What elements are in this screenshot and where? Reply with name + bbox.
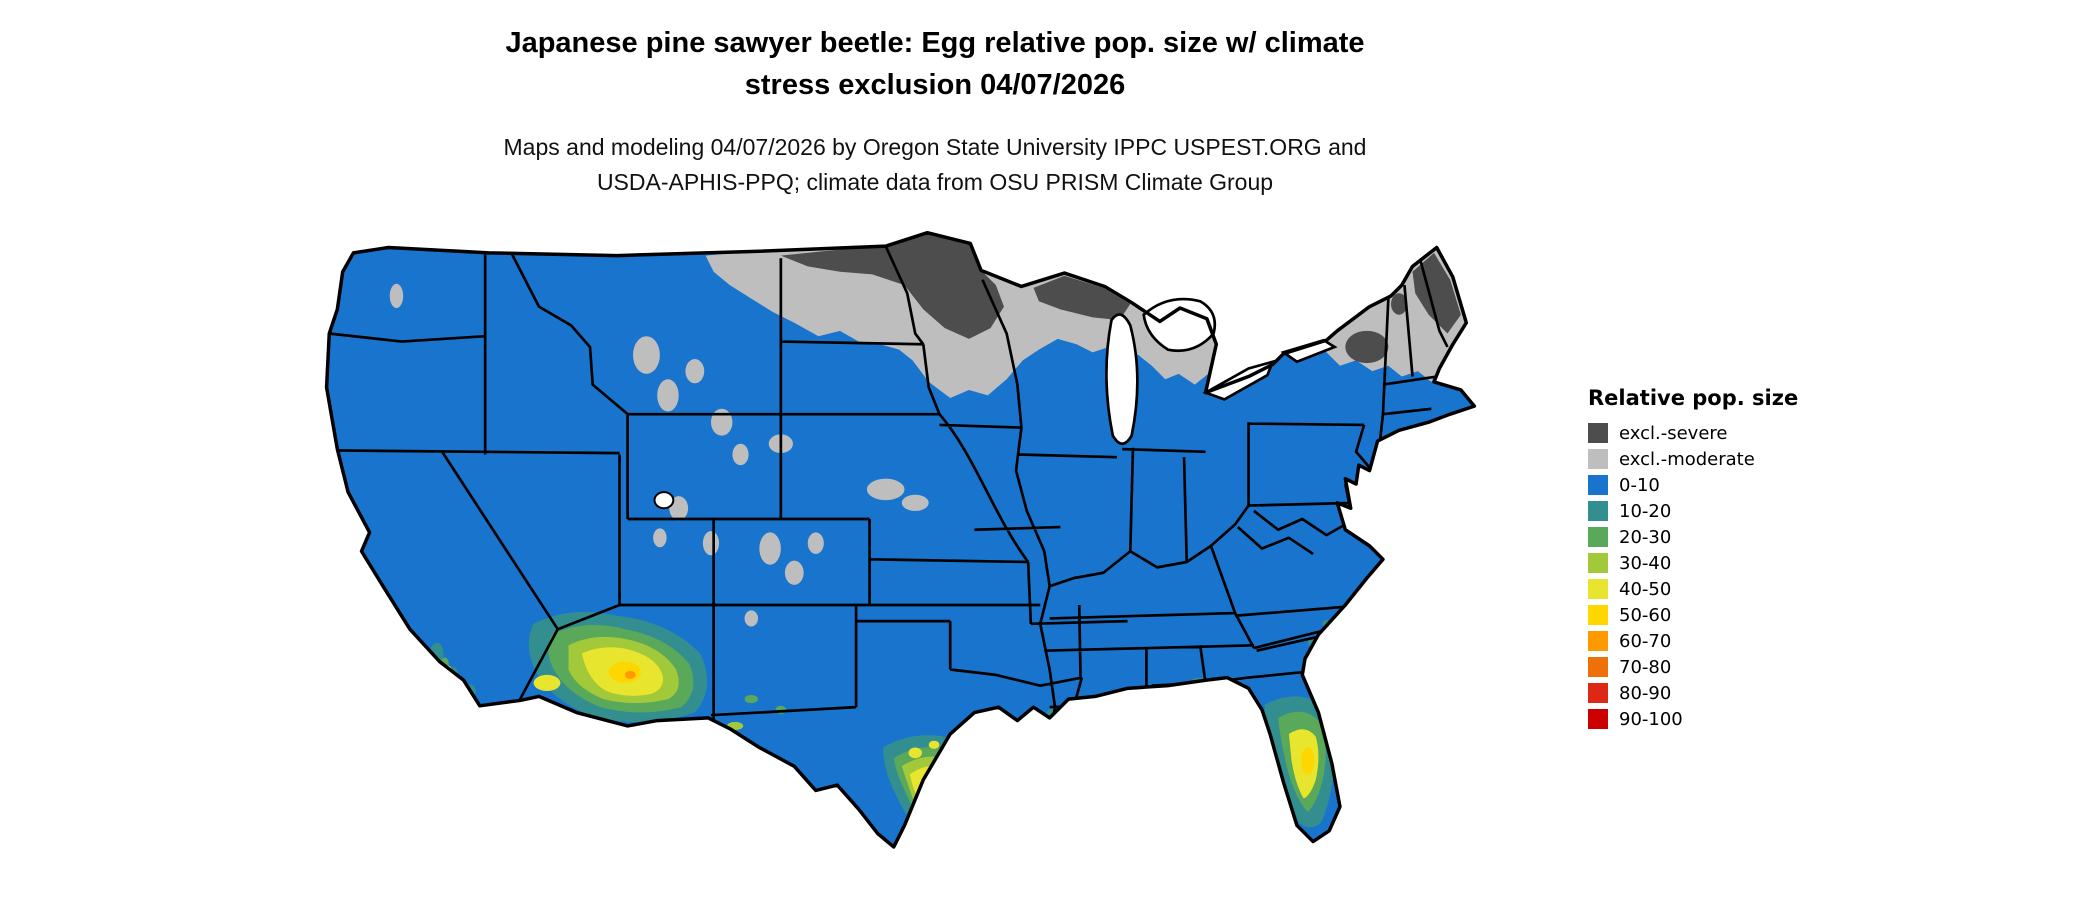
- state-borders: [329, 245, 1449, 770]
- tx-50-60b: [932, 814, 947, 826]
- legend-label: 80-90: [1619, 682, 1672, 704]
- legend-label: 0-10: [1619, 474, 1660, 496]
- nm-20-30: [744, 695, 758, 704]
- us-map: [324, 230, 1477, 849]
- la-delta-10-20: [1036, 731, 1053, 743]
- speckle: [633, 336, 660, 374]
- speckle: [807, 532, 824, 554]
- speckle: [702, 531, 720, 556]
- legend-swatch: [1588, 709, 1608, 729]
- legend-rows: excl.-severe excl.-moderate 0-10 10-20 20-30…: [1588, 420, 1868, 732]
- legend-label: excl.-moderate: [1619, 448, 1755, 470]
- region-excl-severe-wisconsin-up: [1033, 275, 1131, 321]
- legend-item: excl.-severe: [1588, 420, 1868, 446]
- attribution-text: Maps and modeling 04/07/2026 by Oregon S…: [0, 130, 1870, 199]
- speckle: [866, 478, 905, 501]
- legend-item: 60-70: [1588, 628, 1868, 654]
- legend-label: 70-80: [1619, 656, 1672, 678]
- legend-swatch: [1588, 527, 1608, 547]
- lake-michigan: [1105, 313, 1139, 446]
- legend-label: 10-20: [1619, 500, 1672, 522]
- legend-item: 80-90: [1588, 680, 1868, 706]
- legend-item: 50-60: [1588, 602, 1868, 628]
- speckle: [759, 532, 781, 565]
- speckle: [784, 560, 804, 585]
- speckle: [389, 283, 404, 308]
- legend-swatch: [1588, 501, 1608, 521]
- region-excl-severe-north-vt-nh: [1391, 293, 1408, 315]
- legend-item: 70-80: [1588, 654, 1868, 680]
- header: Japanese pine sawyer beetle: Egg relativ…: [0, 22, 1870, 199]
- legend-item: excl.-moderate: [1588, 446, 1868, 472]
- speckle: [685, 359, 705, 384]
- tx-40-50-n: [908, 747, 922, 759]
- legend-item: 40-50: [1588, 576, 1868, 602]
- region-excl-moderate-mountain-patches: [389, 283, 929, 627]
- tx-coast-20-30b: [1037, 725, 1051, 737]
- az-60-70: [624, 670, 636, 679]
- legend-label: 60-70: [1619, 630, 1672, 652]
- az-yuma-40-50: [533, 674, 561, 692]
- legend-swatch: [1588, 475, 1608, 495]
- legend-swatch: [1588, 657, 1608, 677]
- legend-item: 90-100: [1588, 706, 1868, 732]
- legend-item: 0-10: [1588, 472, 1868, 498]
- speckle: [732, 443, 749, 466]
- speckle: [901, 494, 929, 511]
- hotspot-arizona: [528, 611, 787, 730]
- speckle: [653, 528, 667, 548]
- az-50-60: [608, 661, 642, 683]
- legend-swatch: [1588, 683, 1608, 703]
- hotspot-florida: [1264, 696, 1335, 828]
- speckle: [657, 379, 679, 412]
- attribution-line1: Maps and modeling 04/07/2026 by Oregon S…: [503, 134, 1367, 161]
- legend-label: 90-100: [1619, 708, 1683, 730]
- speckle: [744, 610, 758, 627]
- region-excl-severe-adirondacks: [1345, 330, 1389, 364]
- page-title: Japanese pine sawyer beetle: Egg relativ…: [0, 22, 1870, 106]
- legend-swatch: [1588, 579, 1608, 599]
- great-salt-lake: [653, 491, 675, 510]
- tx-50-60: [920, 793, 943, 810]
- region-excl-severe-minnesota-dakotas: [780, 232, 1004, 339]
- tx-40-50-n2: [928, 740, 940, 749]
- page-title-line2: stress exclusion 04/07/2026: [744, 69, 1126, 102]
- page-title-line1: Japanese pine sawyer beetle: Egg relativ…: [505, 27, 1365, 59]
- legend-label: 40-50: [1619, 578, 1672, 600]
- legend-label: excl.-severe: [1619, 422, 1728, 444]
- tx-60-70: [932, 821, 941, 830]
- legend-label: 30-40: [1619, 552, 1672, 574]
- map-fill-layers: [326, 232, 1475, 847]
- legend-swatch: [1588, 631, 1608, 651]
- us-outline: [324, 230, 1477, 849]
- legend-title: Relative pop. size: [1588, 386, 1799, 410]
- tx-coast-20-30: [998, 739, 1015, 751]
- attribution-line2: USDA-APHIS-PPQ; climate data from OSU PR…: [596, 168, 1274, 195]
- legend-item: 20-30: [1588, 524, 1868, 550]
- legend-label: 50-60: [1619, 604, 1672, 626]
- legend-swatch: [1588, 449, 1608, 469]
- legend: Relative pop. size excl.-severe excl.-mod…: [1588, 386, 1868, 732]
- legend-swatch: [1588, 553, 1608, 573]
- legend-label: 20-30: [1619, 526, 1672, 548]
- tx-40-50: [909, 765, 955, 812]
- legend-swatch: [1588, 605, 1608, 625]
- legend-item: 10-20: [1588, 498, 1868, 524]
- fl-50-60: [1300, 747, 1315, 775]
- legend-swatch: [1588, 423, 1608, 443]
- legend-item: 30-40: [1588, 550, 1868, 576]
- map-container: [306, 226, 1546, 898]
